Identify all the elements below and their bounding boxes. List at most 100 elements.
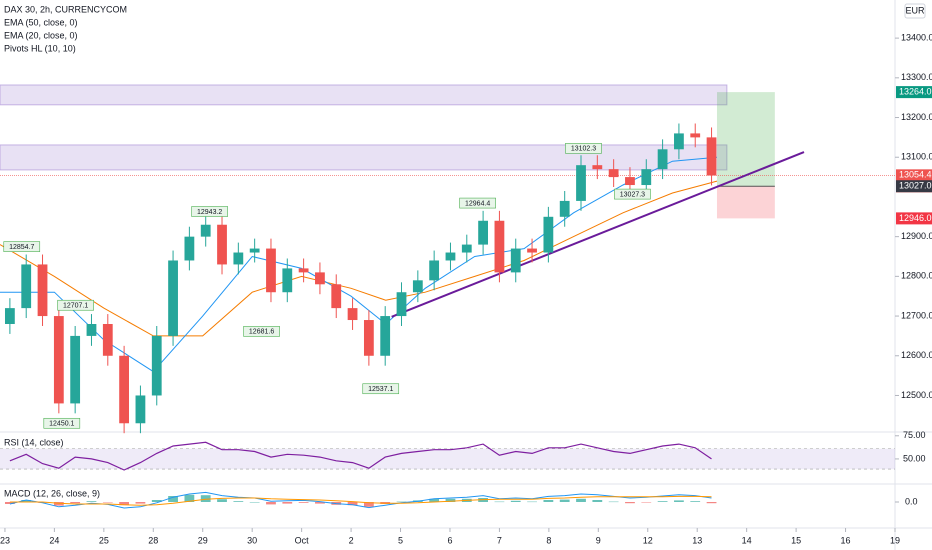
x-tick-label: 14 <box>742 535 752 545</box>
candle-body <box>559 200 570 217</box>
candle-body <box>543 216 554 253</box>
pivot-label: 12854.7 <box>9 244 34 251</box>
pivot-box <box>57 299 94 311</box>
pivot-label: 12450.1 <box>49 421 74 428</box>
macd-histogram-bar <box>119 502 130 506</box>
macd-histogram-bar <box>641 502 652 503</box>
currency[interactable]: EUR <box>905 5 925 15</box>
x-tick-label: 19 <box>890 535 900 545</box>
candle-body <box>690 133 701 138</box>
macd-histogram-bar <box>608 501 619 503</box>
macd-histogram-bar <box>445 498 456 502</box>
macd-histogram-bar <box>657 501 668 502</box>
pivot-box <box>459 197 496 209</box>
candle-body <box>363 320 374 356</box>
candle-body <box>168 260 178 336</box>
pivot-label: 12943.2 <box>197 209 222 216</box>
candle-body <box>266 248 276 293</box>
macd-histogram-bar <box>625 502 635 504</box>
macd-histogram-bar <box>363 502 374 507</box>
macd-histogram-bar <box>510 500 521 502</box>
trendline <box>391 151 805 318</box>
macd-histogram-bar <box>266 502 276 505</box>
macd-histogram-bar <box>151 500 162 502</box>
candle-body <box>592 165 603 170</box>
macd-histogram-bar <box>396 501 407 503</box>
pivot-box <box>362 383 400 395</box>
pivot-box <box>43 417 81 429</box>
macd-histogram-bar <box>102 502 113 503</box>
candle-body <box>527 248 537 253</box>
pivot-box <box>243 326 280 337</box>
macd-histogram-bar <box>4 502 15 504</box>
macd-histogram-bar <box>429 498 440 502</box>
x-tick-label: 23 <box>0 535 10 545</box>
candle-body <box>657 149 668 170</box>
candle-body <box>86 324 97 336</box>
candle-body <box>625 177 635 186</box>
macd-histogram-bar <box>168 496 178 502</box>
candle-body <box>249 248 260 253</box>
candle-body <box>315 272 325 285</box>
pivot-label: 12964.4 <box>465 200 490 207</box>
y-tick-label: 12900.0 <box>901 231 932 241</box>
candle-body <box>510 248 521 273</box>
pivot-box <box>565 143 602 154</box>
macd-histogram-bar <box>86 501 97 502</box>
candle-body <box>331 284 342 309</box>
candle-body <box>53 316 64 404</box>
pivot-label: 12681.6 <box>249 329 274 336</box>
x-tick-label: 25 <box>99 535 109 545</box>
macd-histogram-bar <box>217 499 227 502</box>
candle-body <box>494 220 505 273</box>
x-tick-label: 5 <box>398 535 403 545</box>
legend-entry: EMA (50, close, 0) <box>4 17 78 27</box>
rsi-band <box>0 448 895 470</box>
candle-body <box>674 133 684 150</box>
macd-histogram-bar <box>576 498 586 502</box>
x-tick-label: 2 <box>349 535 354 545</box>
candle-body <box>184 236 195 261</box>
ema-line <box>0 156 718 373</box>
pivot-box <box>614 188 651 200</box>
macd-histogram-bar <box>347 502 358 506</box>
pivot-box <box>3 241 41 252</box>
x-tick-label: 16 <box>841 535 851 545</box>
legend-entry: Pivots HL (10, 10) <box>4 43 76 53</box>
y-tick-label: 12700.0 <box>901 310 932 320</box>
y-tick-label: 12500.0 <box>901 390 932 400</box>
stop-tag <box>896 212 932 225</box>
x-tick-label: 6 <box>447 535 452 545</box>
currency-box[interactable] <box>904 3 926 19</box>
macd-histogram-bar <box>184 494 195 502</box>
x-tick-label: 8 <box>546 535 551 545</box>
x-tick-label: 24 <box>49 535 59 545</box>
macd-histogram-bar <box>282 502 293 504</box>
entry-tag-label: 13027.0 <box>899 181 932 191</box>
candle-body <box>37 264 48 317</box>
candle-body <box>21 264 32 309</box>
macd-histogram-bar <box>233 501 244 502</box>
y-tick-label: 12800.0 <box>901 271 932 281</box>
rsi-line <box>9 441 712 471</box>
target-tag-label: 13264.0 <box>899 86 932 96</box>
x-tick-label: Oct <box>295 535 310 545</box>
target-zone <box>716 92 775 187</box>
macd-histogram-bar <box>559 499 570 502</box>
candle-body <box>217 224 227 265</box>
macd-histogram-bar <box>135 502 146 504</box>
macd-histogram-bar <box>249 502 260 503</box>
macd-signal <box>9 495 712 506</box>
x-tick-label: 13 <box>692 535 702 545</box>
candle-body <box>282 268 293 293</box>
y-tick-label: 13300.0 <box>901 72 932 82</box>
y-tick-label: 13200.0 <box>901 112 932 122</box>
rsi-tick-label: 50.00 <box>903 453 926 463</box>
macd-histogram-bar <box>298 502 309 503</box>
candle-body <box>135 395 146 424</box>
candle-body <box>151 335 162 396</box>
candle-body <box>706 137 717 176</box>
ema-line <box>0 180 718 337</box>
